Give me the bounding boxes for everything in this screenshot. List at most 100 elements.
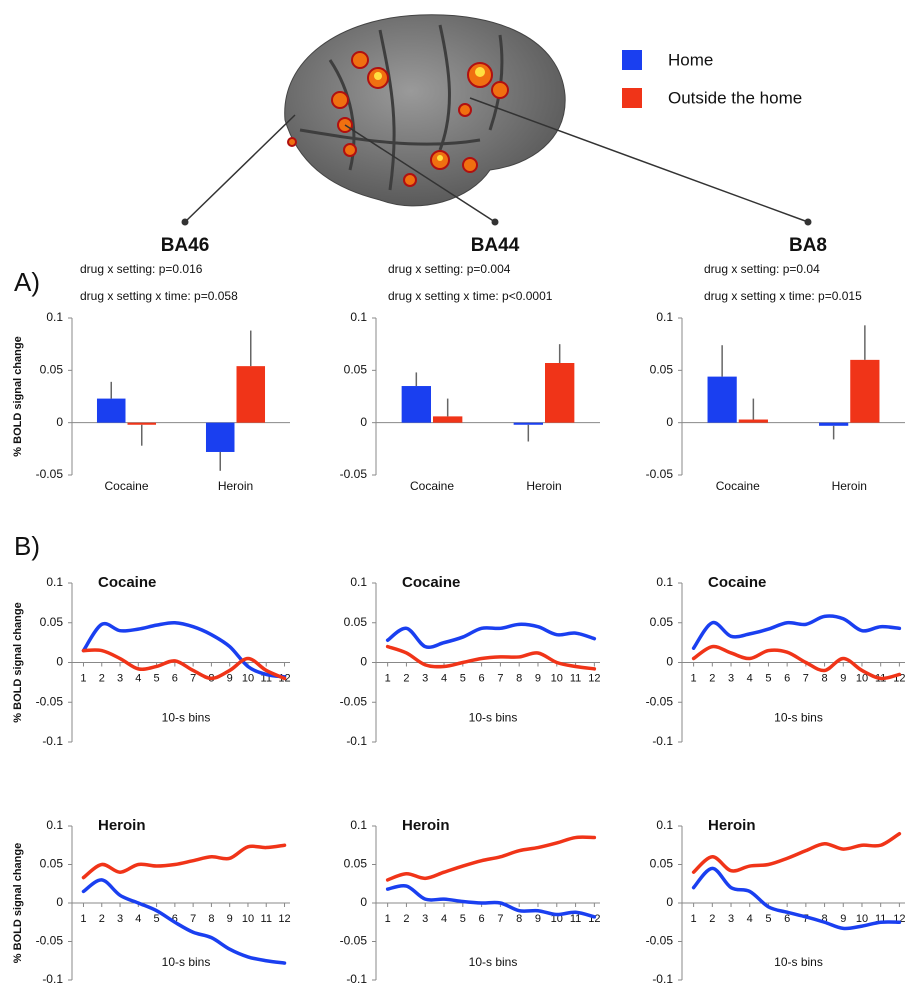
x-tick-label: 1 (80, 672, 86, 684)
series-line (694, 868, 900, 928)
series-line (694, 616, 900, 648)
y-tick-label: 0.05 (344, 615, 368, 629)
series-line (694, 834, 900, 873)
x-tick-label: 9 (227, 913, 233, 925)
x-axis-label: 10-s bins (469, 710, 518, 724)
y-tick-label: 0.05 (344, 363, 368, 377)
chart-title: Cocaine (98, 574, 156, 591)
y-tick-label: 0.1 (350, 310, 367, 324)
annotation: drug x setting x time: p=0.015 (704, 289, 862, 303)
x-tick-label: 7 (190, 672, 196, 684)
x-tick-label: 2 (403, 672, 409, 684)
y-tick-label: 0.05 (40, 857, 64, 871)
annotation: drug x setting: p=0.016 (80, 262, 203, 276)
x-tick-label: 7 (497, 913, 503, 925)
panel-label: B) (14, 531, 40, 561)
bar (206, 423, 235, 452)
x-tick-label: 5 (460, 672, 466, 684)
x-axis-label: 10-s bins (162, 710, 211, 724)
bar (739, 420, 768, 423)
y-tick-label: 0 (360, 655, 367, 669)
chart-title: Cocaine (708, 574, 766, 591)
x-tick-label: 4 (135, 913, 141, 925)
panel-label: A) (14, 267, 40, 297)
y-tick-label: 0.1 (46, 818, 63, 832)
x-tick-label: 6 (479, 913, 485, 925)
x-tick-label: 9 (840, 913, 846, 925)
x-tick-label: 1 (691, 672, 697, 684)
x-tick-label: 5 (765, 913, 771, 925)
x-tick-label: 11 (570, 672, 581, 684)
bar (708, 377, 737, 423)
x-tick-label: 3 (728, 913, 734, 925)
y-tick-label: -0.05 (36, 694, 64, 708)
x-tick-label: 12 (278, 913, 290, 925)
y-tick-label: -0.05 (646, 467, 674, 481)
y-tick-label: 0 (666, 895, 673, 909)
y-tick-label: 0 (360, 895, 367, 909)
brain-image (182, 15, 812, 226)
x-tick-label: 10 (242, 913, 254, 925)
series-line (388, 624, 595, 647)
annotation: drug x setting x time: p=0.058 (80, 289, 238, 303)
y-tick-label: -0.1 (346, 734, 367, 748)
annotation: drug x setting: p=0.04 (704, 262, 820, 276)
y-tick-label: -0.05 (340, 934, 368, 948)
x-tick-label: 2 (99, 672, 105, 684)
y-axis-label: % BOLD signal change (12, 336, 24, 456)
y-tick-label: -0.1 (652, 734, 673, 748)
x-tick-label: 1 (80, 913, 86, 925)
x-tick-label: 9 (535, 672, 541, 684)
bar (433, 416, 462, 422)
x-tick-label: Cocaine (104, 479, 148, 493)
x-tick-label: 4 (747, 672, 753, 684)
x-axis-label: 10-s bins (774, 710, 823, 724)
y-axis-label: % BOLD signal change (12, 843, 24, 963)
legend-swatch (622, 50, 642, 70)
x-tick-label: 3 (117, 672, 123, 684)
y-tick-label: -0.05 (340, 467, 368, 481)
x-tick-label: 6 (172, 672, 178, 684)
bar (128, 423, 157, 425)
x-tick-label: Heroin (218, 479, 253, 493)
x-tick-label: 8 (516, 672, 522, 684)
y-tick-label: 0 (360, 415, 367, 429)
x-tick-label: 6 (784, 913, 790, 925)
y-tick-label: -0.05 (36, 934, 64, 948)
y-tick-label: 0 (56, 655, 63, 669)
x-tick-label: 7 (190, 913, 196, 925)
x-tick-label: 3 (422, 672, 428, 684)
x-tick-label: 8 (208, 913, 214, 925)
series-line (83, 845, 284, 877)
y-tick-label: 0.1 (46, 575, 63, 589)
x-tick-label: 5 (154, 913, 160, 925)
region-title: BA8 (789, 235, 827, 256)
x-tick-label: Heroin (832, 479, 867, 493)
y-tick-label: 0.05 (650, 615, 674, 629)
y-tick-label: 0.1 (656, 310, 673, 324)
y-tick-label: 0 (666, 655, 673, 669)
y-tick-label: 0.05 (650, 363, 674, 377)
x-tick-label: 9 (840, 672, 846, 684)
x-tick-label: 3 (728, 672, 734, 684)
y-tick-label: 0.05 (40, 363, 64, 377)
legend-label: Home (668, 50, 713, 69)
x-axis-label: 10-s bins (469, 955, 518, 969)
legend-swatch (622, 88, 642, 108)
x-tick-label: 12 (588, 672, 600, 684)
x-tick-label: 4 (135, 672, 141, 684)
y-tick-label: 0.1 (350, 575, 367, 589)
x-tick-label: 11 (570, 913, 581, 925)
x-tick-label: 2 (709, 913, 715, 925)
x-tick-label: 6 (479, 672, 485, 684)
x-tick-label: Heroin (526, 479, 561, 493)
x-tick-label: 1 (691, 913, 697, 925)
y-tick-label: -0.05 (646, 694, 674, 708)
bar (514, 423, 543, 425)
region-title: BA46 (161, 235, 210, 256)
x-axis-label: 10-s bins (774, 955, 823, 969)
y-tick-label: -0.1 (42, 972, 63, 986)
x-tick-label: 10 (551, 672, 563, 684)
x-tick-label: 7 (803, 672, 809, 684)
legend-label: Outside the home (668, 88, 802, 107)
